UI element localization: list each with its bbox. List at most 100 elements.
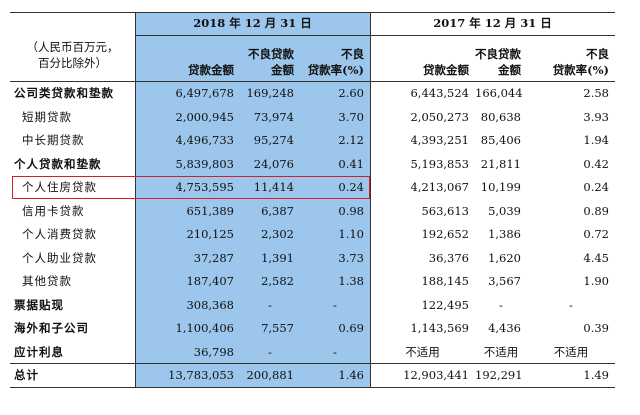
- cell-value: 0.41: [338, 156, 364, 171]
- column-header: 贷款率(%): [307, 63, 364, 77]
- cell-value: 210,125: [186, 227, 234, 241]
- row-label: 中长期贷款: [22, 133, 85, 147]
- cell-value: 5,193,853: [410, 156, 469, 171]
- cell-value: 0.98: [338, 203, 364, 218]
- row-label: 个人消费贷款: [22, 227, 97, 241]
- cell-value: 1.46: [338, 368, 364, 382]
- column-header: 不良: [586, 47, 609, 61]
- year-header: 2018 年 12 月 31 日: [193, 16, 312, 30]
- column-header: 不良贷款: [248, 47, 294, 61]
- cell-value: 80,638: [480, 109, 521, 124]
- cell-value: 0.69: [338, 321, 364, 335]
- cell-value: 24,076: [253, 156, 294, 171]
- cell-value: 4,436: [488, 321, 521, 335]
- rule: [370, 12, 371, 387]
- cell-value: 37,287: [193, 250, 234, 265]
- row-label: 总计: [14, 368, 39, 382]
- cell-value: 2,050,273: [410, 109, 469, 124]
- cell-value: 2.60: [338, 86, 364, 100]
- cell-value: 85,406: [480, 133, 521, 147]
- cell-value: 36,376: [428, 250, 469, 265]
- row-label: 短期贷款: [22, 109, 72, 124]
- cell-value: 4.45: [583, 250, 609, 265]
- cell-value: 1.90: [583, 274, 609, 288]
- cell-value: 2,302: [261, 227, 294, 241]
- cell-value: 1.49: [583, 368, 609, 382]
- cell-value: 6,387: [261, 203, 294, 218]
- cell-value: 192,652: [421, 227, 469, 241]
- cell-value: -: [333, 297, 337, 312]
- cell-value: 73,974: [253, 109, 294, 124]
- cell-value: 6,497,678: [175, 86, 234, 100]
- cell-value: 188,145: [421, 274, 469, 288]
- year-header: 2017 年 12 月 31 日: [433, 16, 552, 30]
- row-label: 票据贴现: [14, 297, 64, 312]
- cell-value: -: [268, 344, 272, 359]
- cell-value: 4,753,595: [175, 180, 234, 194]
- row-label: 个人助业贷款: [22, 250, 97, 265]
- cell-value: 0.39: [583, 321, 609, 335]
- cell-value: 4,393,251: [410, 133, 469, 147]
- highlight-2018: [135, 12, 370, 387]
- column-header: 不良: [341, 47, 364, 61]
- cell-value: 0.72: [583, 227, 609, 241]
- cell-value: 2.12: [338, 133, 364, 147]
- cell-value: 2,000,945: [175, 109, 234, 124]
- row-label: 公司类贷款和垫款: [14, 86, 114, 100]
- cell-value: 3.73: [338, 250, 364, 265]
- cell-value: 1,143,569: [410, 321, 469, 335]
- cell-value: 200,881: [246, 368, 294, 382]
- cell-value: 2,582: [261, 274, 294, 288]
- column-header: 贷款金额: [423, 63, 469, 77]
- cell-value: 1,100,406: [175, 321, 234, 335]
- cell-value: -: [499, 297, 503, 312]
- cell-value: 21,811: [480, 156, 521, 171]
- highlight-box: [12, 176, 370, 199]
- cell-value: -: [569, 297, 573, 312]
- cell-value: 651,389: [186, 203, 234, 218]
- row-label: 信用卡贷款: [22, 203, 85, 218]
- column-header: 金额: [271, 63, 294, 77]
- cell-value: 308,368: [186, 297, 234, 312]
- rule: [10, 363, 615, 364]
- column-header: 贷款率(%): [552, 63, 609, 77]
- row-label: 海外和子公司: [14, 321, 89, 335]
- cell-value: 3.93: [583, 109, 609, 124]
- cell-value: 169,248: [246, 86, 294, 100]
- rule: [10, 12, 615, 13]
- column-header: 不良贷款: [475, 47, 521, 61]
- cell-value: 2.58: [583, 86, 609, 100]
- cell-value: 122,495: [421, 297, 469, 312]
- rule: [10, 386, 615, 388]
- cell-value: 36,798: [193, 344, 234, 359]
- cell-value: 1.94: [583, 133, 609, 147]
- cell-value: 7,557: [261, 321, 294, 335]
- rule: [135, 12, 136, 387]
- cell-value: 3,567: [488, 274, 521, 288]
- cell-value: 不适用: [553, 344, 589, 359]
- cell-value: -: [333, 344, 337, 359]
- cell-value: 10,199: [480, 180, 521, 194]
- cell-value: 1,386: [488, 227, 521, 241]
- row-label: 个人贷款和垫款: [14, 156, 102, 171]
- rule: [10, 81, 615, 82]
- cell-value: 6,443,524: [410, 86, 469, 100]
- cell-value: 11,414: [253, 180, 294, 194]
- cell-value: 13,783,053: [168, 368, 234, 382]
- cell-value: 0.24: [583, 180, 609, 194]
- unit-label: 百分比除外）: [38, 56, 107, 70]
- cell-value: 1,391: [261, 250, 294, 265]
- cell-value: 187,407: [186, 274, 234, 288]
- cell-value: 1.10: [338, 227, 364, 241]
- cell-value: 4,496,733: [175, 133, 234, 147]
- cell-value: 5,839,803: [175, 156, 234, 171]
- column-header: 金额: [498, 63, 521, 77]
- cell-value: 0.42: [583, 156, 609, 171]
- cell-value: 5,039: [488, 203, 521, 218]
- cell-value: 不适用: [405, 344, 440, 359]
- cell-value: 166,044: [475, 86, 523, 100]
- cell-value: 12,903,441: [403, 368, 469, 382]
- column-header: 贷款金额: [188, 63, 234, 77]
- row-label: 其他贷款: [22, 274, 72, 288]
